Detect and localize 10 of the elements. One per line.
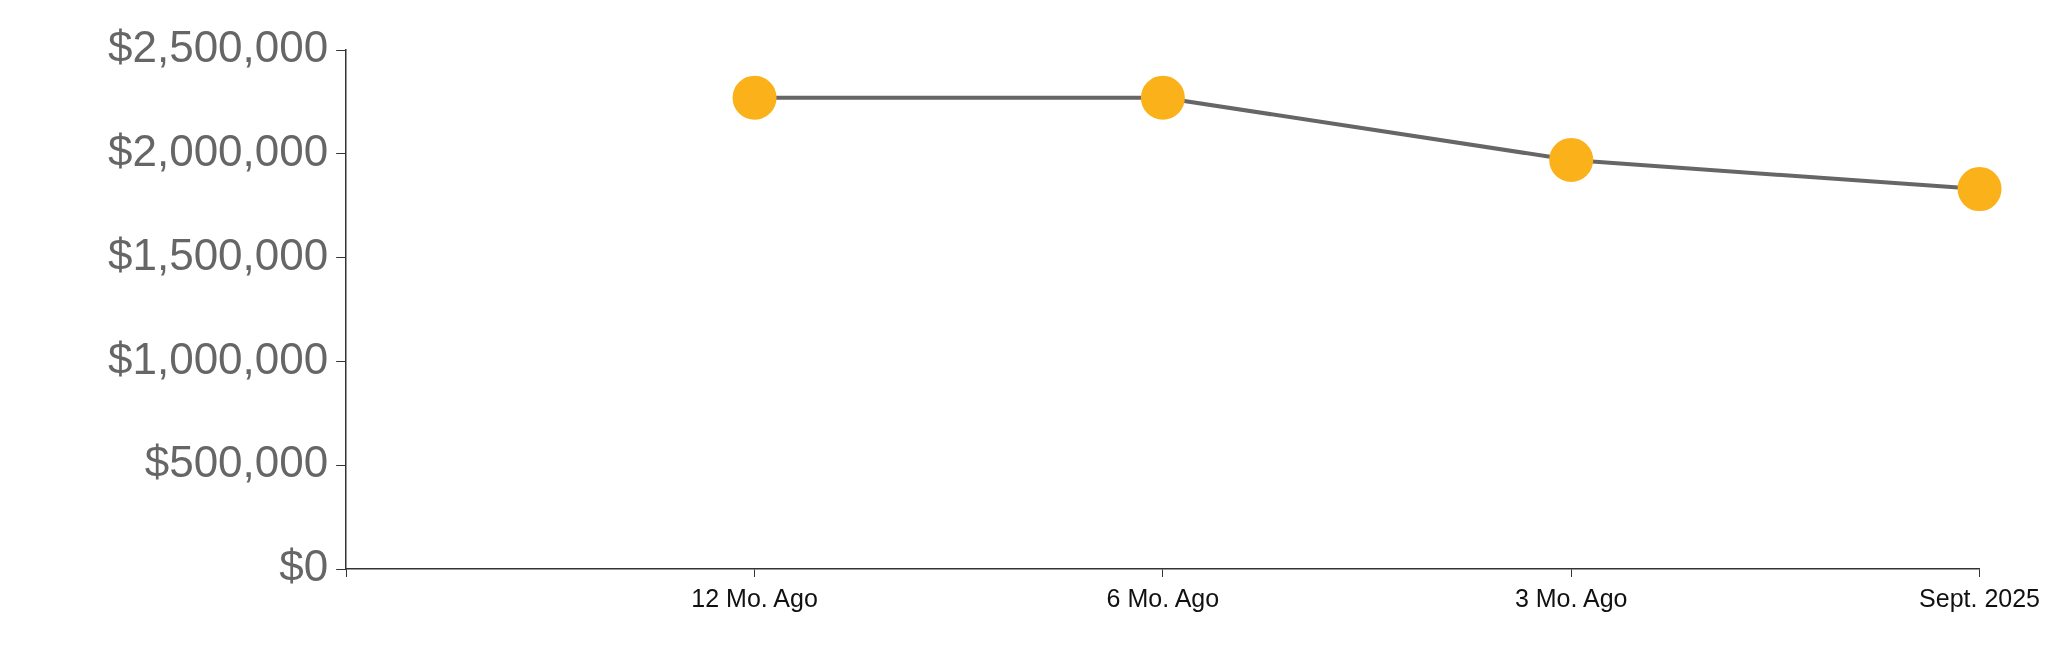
y-tick-label: $2,000,000 [108, 125, 329, 175]
y-tick-label: $0 [279, 541, 329, 591]
y-tick-label: $500,000 [144, 437, 329, 487]
x-tick-label: 12 Mo. Ago [691, 583, 818, 612]
y-tick-label: $1,500,000 [108, 229, 329, 279]
x-tick-label: Sept. 2025 [1919, 583, 2040, 612]
y-tick-label: $1,000,000 [108, 333, 329, 383]
x-tick-label: 6 Mo. Ago [1106, 583, 1220, 612]
x-tick-label: 3 Mo. Ago [1514, 583, 1628, 612]
y-tick-label: $2,500,000 [108, 22, 329, 72]
